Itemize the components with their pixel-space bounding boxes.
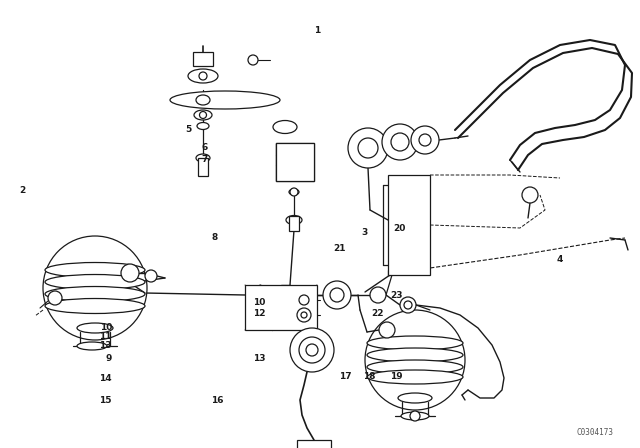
Bar: [193, 52, 213, 66]
FancyBboxPatch shape: [276, 143, 314, 181]
Text: 14: 14: [99, 374, 112, 383]
Text: 21: 21: [333, 244, 346, 253]
Ellipse shape: [45, 287, 145, 302]
Circle shape: [145, 270, 157, 282]
Circle shape: [297, 308, 311, 322]
Text: 15: 15: [99, 396, 112, 405]
Ellipse shape: [398, 393, 432, 403]
Ellipse shape: [188, 69, 218, 83]
Text: 10: 10: [100, 323, 112, 332]
Ellipse shape: [197, 122, 209, 129]
Text: 1: 1: [314, 26, 320, 35]
Ellipse shape: [367, 336, 463, 350]
Circle shape: [121, 264, 139, 282]
Text: 23: 23: [390, 291, 403, 300]
Circle shape: [410, 411, 420, 421]
Circle shape: [365, 310, 465, 410]
Circle shape: [330, 288, 344, 302]
Ellipse shape: [286, 215, 302, 224]
Text: 5: 5: [186, 125, 192, 134]
Circle shape: [391, 133, 409, 151]
Ellipse shape: [45, 298, 145, 314]
Circle shape: [48, 291, 62, 305]
Ellipse shape: [77, 342, 107, 350]
Bar: [245, 285, 317, 330]
Ellipse shape: [196, 154, 210, 162]
Ellipse shape: [170, 91, 280, 109]
Circle shape: [290, 328, 334, 372]
Text: 19: 19: [390, 372, 403, 381]
Circle shape: [370, 287, 386, 303]
Circle shape: [358, 138, 378, 158]
Text: 8: 8: [211, 233, 218, 242]
Circle shape: [382, 124, 418, 160]
Ellipse shape: [196, 95, 210, 105]
Bar: [198, 158, 208, 176]
Text: C0304173: C0304173: [577, 427, 614, 436]
Text: 6: 6: [202, 143, 208, 152]
Circle shape: [306, 344, 318, 356]
Circle shape: [299, 337, 325, 363]
Text: 4: 4: [557, 255, 563, 264]
Text: 11: 11: [99, 332, 112, 341]
Text: 12: 12: [253, 309, 266, 318]
Circle shape: [404, 301, 412, 309]
Text: 17: 17: [339, 372, 352, 381]
Text: 2: 2: [19, 186, 26, 195]
Ellipse shape: [367, 360, 463, 374]
Circle shape: [411, 126, 439, 154]
Ellipse shape: [45, 275, 145, 289]
Bar: [280, 147, 310, 177]
Text: 20: 20: [394, 224, 406, 233]
Ellipse shape: [367, 370, 463, 384]
Circle shape: [299, 295, 309, 305]
Text: 3: 3: [362, 228, 368, 237]
Circle shape: [43, 236, 147, 340]
Text: 22: 22: [371, 309, 384, 318]
Text: 7: 7: [202, 155, 208, 164]
Ellipse shape: [401, 412, 429, 420]
Ellipse shape: [273, 121, 297, 134]
Ellipse shape: [45, 263, 145, 277]
Bar: [276, 143, 314, 181]
Bar: [297, 440, 331, 448]
Circle shape: [348, 128, 388, 168]
Ellipse shape: [289, 189, 299, 195]
Ellipse shape: [77, 323, 113, 333]
Bar: [289, 216, 299, 231]
Text: 13: 13: [253, 354, 266, 363]
Circle shape: [379, 322, 395, 338]
Ellipse shape: [199, 72, 207, 80]
Text: 9: 9: [106, 354, 112, 363]
Text: 10: 10: [253, 298, 265, 307]
Bar: [388, 175, 430, 275]
Circle shape: [323, 281, 351, 309]
Ellipse shape: [200, 112, 207, 119]
Text: 16: 16: [211, 396, 224, 405]
Ellipse shape: [367, 348, 463, 362]
Circle shape: [400, 297, 416, 313]
Text: 18: 18: [364, 372, 376, 381]
Circle shape: [290, 188, 298, 196]
Text: 13: 13: [99, 341, 112, 350]
Circle shape: [419, 134, 431, 146]
Circle shape: [301, 312, 307, 318]
Ellipse shape: [194, 110, 212, 120]
Circle shape: [522, 187, 538, 203]
Ellipse shape: [248, 55, 258, 65]
